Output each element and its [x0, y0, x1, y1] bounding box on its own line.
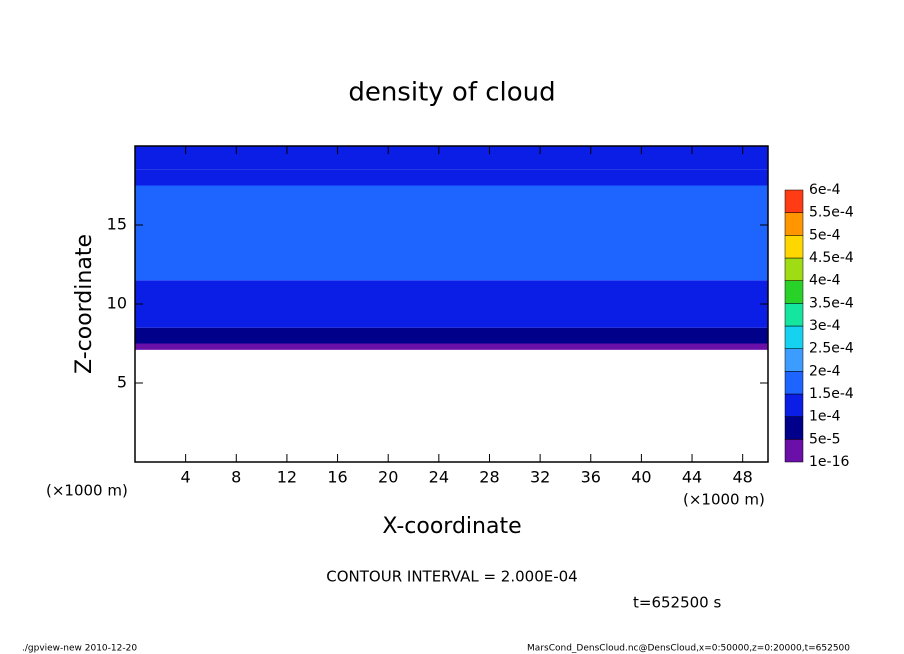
- contour-band: [135, 185, 768, 281]
- x-tick-label: 48: [733, 468, 753, 487]
- colorbar-band: [784, 416, 804, 440]
- colorbar-band: [784, 371, 804, 395]
- footer-left: ./gpview-new 2010-12-20: [22, 644, 137, 654]
- colorbar-label: 4e-4: [809, 273, 841, 289]
- contour-band: [135, 146, 768, 170]
- contour-band: [135, 343, 768, 350]
- colorbar-band: [784, 348, 804, 372]
- x-unit: (×1000 m): [46, 482, 128, 500]
- colorbar-label: 2.5e-4: [809, 341, 854, 357]
- footer-right: MarsCond_DensCloud.nc@DensCloud,x=0:5000…: [527, 644, 850, 654]
- colorbar-label: 5e-4: [809, 227, 841, 243]
- colorbar-band: [784, 325, 804, 349]
- colorbar-band: [784, 303, 804, 327]
- x-tick-label: 20: [378, 468, 398, 487]
- colorbar-label: 5.5e-4: [809, 205, 854, 221]
- colorbar-band: [784, 393, 804, 417]
- y-tick-label: 10: [107, 294, 127, 313]
- colorbar-label: 3e-4: [809, 318, 841, 334]
- y-axis-label: Z-coordinate: [72, 234, 97, 374]
- colorbar-band: [784, 280, 804, 304]
- contour-interval: CONTOUR INTERVAL = 2.000E-04: [326, 568, 577, 586]
- y-tick-label: 5: [117, 373, 127, 392]
- colorbar-band: [784, 257, 804, 281]
- colorbar-label: 6e-4: [809, 182, 841, 198]
- x-tick-label: 4: [181, 468, 191, 487]
- contour-band: [135, 169, 768, 186]
- time-label: t=652500 s: [633, 594, 721, 612]
- colorbar-label: 1e-16: [809, 454, 849, 470]
- x-tick-label: 16: [327, 468, 347, 487]
- colorbar-band: [784, 235, 804, 259]
- colorbar-label: 2e-4: [809, 363, 841, 379]
- x-tick-label: 12: [277, 468, 297, 487]
- colorbar-label: 1e-4: [809, 409, 841, 425]
- colorbar-label: 4.5e-4: [809, 250, 854, 266]
- x-tick-label: 28: [479, 468, 499, 487]
- x-tick-label: 44: [682, 468, 702, 487]
- contour-band: [135, 280, 768, 304]
- x-unit: (×1000 m): [683, 491, 765, 509]
- x-tick-label: 8: [231, 468, 241, 487]
- x-tick-label: 32: [530, 468, 550, 487]
- x-tick-label: 40: [631, 468, 651, 487]
- colorbar-label: 1.5e-4: [809, 386, 854, 402]
- colorbar-band: [784, 189, 804, 213]
- y-tick-label: 15: [107, 215, 127, 234]
- x-tick-label: 24: [429, 468, 449, 487]
- colorbar-band: [784, 439, 804, 463]
- colorbar-label: 3.5e-4: [809, 295, 854, 311]
- colorbar-band: [784, 212, 804, 236]
- chart-title: density of cloud: [348, 78, 555, 108]
- contour-band: [135, 327, 768, 344]
- x-axis-label: X-coordinate: [382, 514, 521, 539]
- x-tick-label: 36: [581, 468, 601, 487]
- contour-band: [135, 304, 768, 328]
- colorbar-label: 5e-5: [809, 431, 840, 447]
